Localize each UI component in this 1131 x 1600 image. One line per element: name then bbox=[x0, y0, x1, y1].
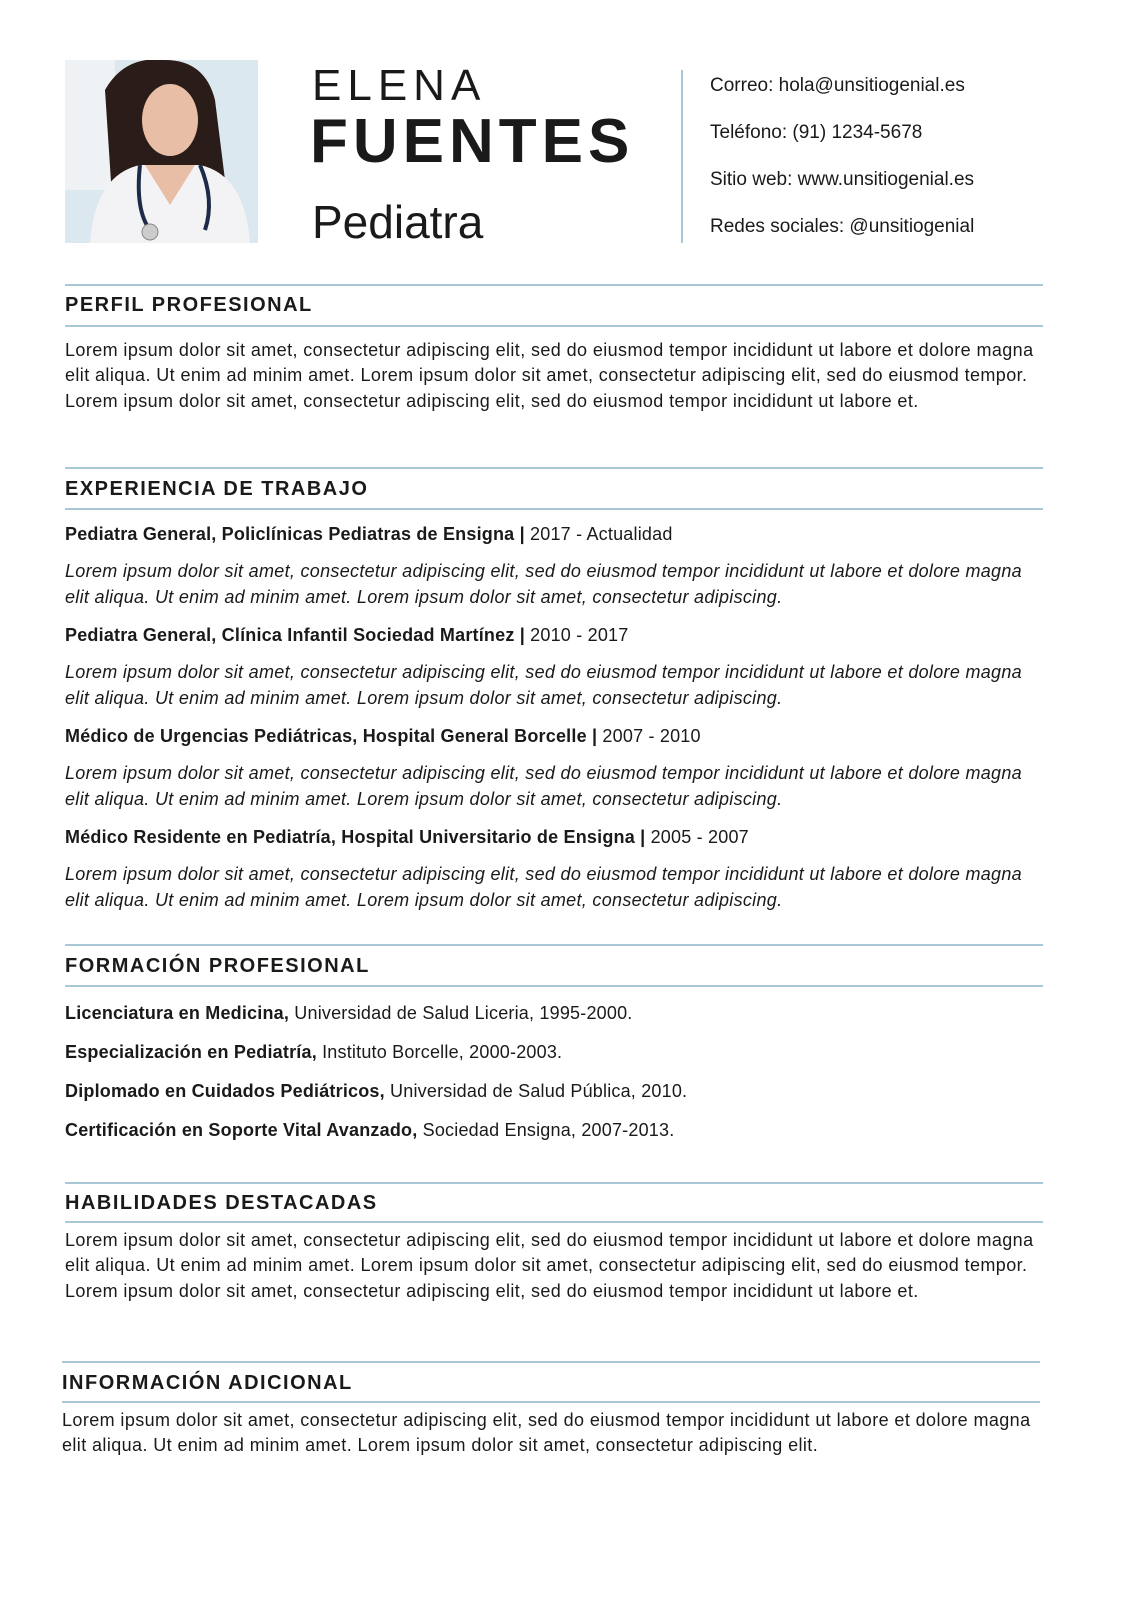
section-rule bbox=[65, 944, 1043, 946]
job-dates: 2017 - Actualidad bbox=[524, 524, 673, 544]
job-dates: 2005 - 2007 bbox=[645, 827, 749, 847]
job-description: Lorem ipsum dolor sit amet, consectetur … bbox=[65, 561, 1022, 607]
section-rule bbox=[65, 325, 1043, 327]
contact-email: Correo: hola@unsitiogenial.es bbox=[710, 75, 965, 96]
section-rule bbox=[65, 1221, 1043, 1223]
header-divider bbox=[681, 70, 683, 243]
education-degree: Licenciatura en Medicina, bbox=[65, 1003, 290, 1023]
job-description: Lorem ipsum dolor sit amet, consectetur … bbox=[65, 763, 1022, 809]
education-item: Certificación en Soporte Vital Avanzado,… bbox=[65, 1118, 674, 1142]
job-title: Médico de Urgencias Pediátricas, Hospita… bbox=[65, 724, 701, 748]
education-detail: Instituto Borcelle, 2000-2003. bbox=[316, 1042, 563, 1062]
skills-text: Lorem ipsum dolor sit amet, consectetur … bbox=[65, 1230, 1034, 1301]
job-title: Médico Residente en Pediatría, Hospital … bbox=[65, 825, 749, 849]
section-title-profile: PERFIL PROFESIONAL bbox=[65, 294, 313, 316]
contact-social: Redes sociales: @unsitiogenial bbox=[710, 216, 975, 237]
job-description: Lorem ipsum dolor sit amet, consectetur … bbox=[65, 662, 1022, 708]
education-item: Especialización en Pediatría, Instituto … bbox=[65, 1040, 562, 1064]
job-description: Lorem ipsum dolor sit amet, consectetur … bbox=[65, 864, 1022, 910]
job-position: Médico Residente en Pediatría, Hospital … bbox=[65, 827, 646, 847]
section-title-education: FORMACIÓN PROFESIONAL bbox=[65, 955, 370, 977]
section-rule bbox=[65, 985, 1043, 987]
education-degree: Certificación en Soporte Vital Avanzado, bbox=[65, 1120, 418, 1140]
education-degree: Diplomado en Cuidados Pediátricos, bbox=[65, 1081, 385, 1101]
job-dates: 2010 - 2017 bbox=[524, 625, 629, 645]
section-title-skills: HABILIDADES DESTACADAS bbox=[65, 1192, 378, 1214]
last-name: FUENTES bbox=[310, 107, 635, 176]
education-detail: Universidad de Salud Liceria, 1995-2000. bbox=[289, 1003, 633, 1023]
profile-photo bbox=[65, 60, 258, 243]
contact-website: Sitio web: www.unsitiogenial.es bbox=[710, 169, 975, 190]
section-rule bbox=[62, 1361, 1040, 1363]
education-degree: Especialización en Pediatría, bbox=[65, 1042, 317, 1062]
section-title-experience: EXPERIENCIA DE TRABAJO bbox=[65, 478, 369, 500]
job-title: Pediatra General, Policlínicas Pediatras… bbox=[65, 522, 673, 546]
job-role: Pediatra bbox=[312, 196, 484, 248]
section-title-additional: INFORMACIÓN ADICIONAL bbox=[62, 1372, 353, 1394]
education-item: Licenciatura en Medicina, Universidad de… bbox=[65, 1001, 633, 1025]
additional-text: Lorem ipsum dolor sit amet, consectetur … bbox=[62, 1410, 1031, 1456]
first-name: ELENA bbox=[312, 61, 487, 110]
section-rule bbox=[65, 508, 1043, 510]
profile-text: Lorem ipsum dolor sit amet, consectetur … bbox=[65, 340, 1034, 411]
job-title: Pediatra General, Clínica Infantil Socie… bbox=[65, 623, 628, 647]
education-item: Diplomado en Cuidados Pediátricos, Unive… bbox=[65, 1079, 687, 1103]
contact-phone: Teléfono: (91) 1234-5678 bbox=[710, 122, 923, 143]
education-detail: Sociedad Ensigna, 2007-2013. bbox=[417, 1120, 675, 1140]
section-rule bbox=[65, 467, 1043, 469]
section-rule bbox=[62, 1401, 1040, 1403]
job-position: Médico de Urgencias Pediátricas, Hospita… bbox=[65, 726, 598, 746]
section-rule bbox=[65, 1182, 1043, 1184]
section-rule bbox=[65, 284, 1043, 286]
job-dates: 2007 - 2010 bbox=[597, 726, 701, 746]
education-detail: Universidad de Salud Pública, 2010. bbox=[384, 1081, 688, 1101]
job-position: Pediatra General, Clínica Infantil Socie… bbox=[65, 625, 525, 645]
job-position: Pediatra General, Policlínicas Pediatras… bbox=[65, 524, 525, 544]
